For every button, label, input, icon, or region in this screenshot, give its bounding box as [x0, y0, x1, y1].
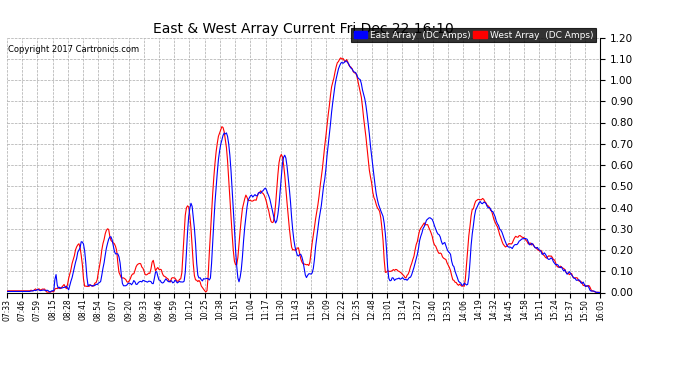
Title: East & West Array Current Fri Dec 22 16:10: East & West Array Current Fri Dec 22 16:…: [153, 22, 454, 36]
Legend: East Array  (DC Amps), West Array  (DC Amps): East Array (DC Amps), West Array (DC Amp…: [351, 28, 595, 42]
Text: Copyright 2017 Cartronics.com: Copyright 2017 Cartronics.com: [8, 45, 139, 54]
